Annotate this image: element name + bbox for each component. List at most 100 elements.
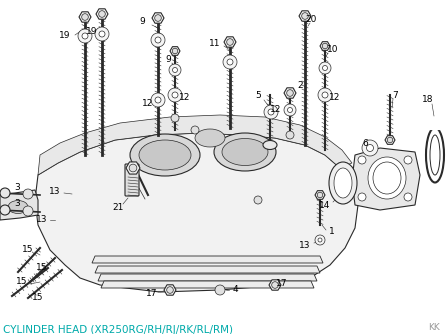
Circle shape — [358, 193, 366, 201]
Circle shape — [301, 13, 308, 19]
Text: 18: 18 — [422, 96, 434, 105]
Ellipse shape — [334, 168, 352, 198]
Text: 9: 9 — [165, 55, 171, 64]
Polygon shape — [269, 280, 281, 290]
Text: 11: 11 — [209, 39, 221, 48]
Polygon shape — [299, 11, 311, 21]
Circle shape — [362, 140, 378, 156]
Polygon shape — [0, 190, 38, 220]
Circle shape — [404, 193, 412, 201]
Text: 9: 9 — [139, 17, 145, 26]
Text: 20: 20 — [306, 15, 317, 24]
Ellipse shape — [8, 200, 28, 213]
Circle shape — [318, 88, 332, 102]
Text: 1: 1 — [329, 227, 335, 236]
Text: 14: 14 — [319, 200, 330, 209]
Circle shape — [358, 156, 366, 164]
Circle shape — [82, 14, 88, 20]
Text: 10: 10 — [327, 45, 339, 54]
FancyBboxPatch shape — [125, 164, 139, 196]
Text: 17: 17 — [146, 289, 158, 298]
Circle shape — [82, 33, 88, 39]
Text: 12: 12 — [179, 94, 191, 103]
Circle shape — [155, 15, 161, 21]
Circle shape — [227, 59, 233, 65]
Circle shape — [168, 88, 182, 102]
Circle shape — [99, 31, 105, 37]
Circle shape — [169, 64, 181, 76]
Ellipse shape — [222, 139, 268, 166]
Circle shape — [288, 108, 293, 113]
Text: 3: 3 — [14, 182, 20, 191]
Ellipse shape — [214, 133, 276, 171]
Circle shape — [387, 137, 393, 143]
Text: 13: 13 — [49, 187, 61, 196]
Text: 7: 7 — [392, 92, 398, 101]
Ellipse shape — [263, 141, 277, 150]
Circle shape — [254, 196, 262, 204]
Text: 12: 12 — [329, 93, 341, 102]
Circle shape — [129, 164, 137, 172]
Text: 5: 5 — [255, 92, 261, 101]
Text: 13: 13 — [36, 215, 48, 224]
Polygon shape — [38, 115, 352, 175]
Text: KK: KK — [428, 324, 440, 333]
Circle shape — [317, 192, 323, 198]
Circle shape — [95, 27, 109, 41]
Text: 15: 15 — [32, 293, 44, 302]
Polygon shape — [92, 256, 323, 263]
Text: 19: 19 — [86, 27, 98, 36]
Circle shape — [223, 55, 237, 69]
Circle shape — [322, 92, 328, 98]
Polygon shape — [98, 274, 317, 281]
Circle shape — [78, 29, 92, 43]
Circle shape — [264, 105, 278, 119]
Circle shape — [367, 145, 373, 152]
Circle shape — [318, 238, 322, 242]
Polygon shape — [95, 266, 320, 273]
Circle shape — [171, 114, 179, 122]
Polygon shape — [96, 9, 108, 19]
Ellipse shape — [329, 162, 357, 204]
Circle shape — [284, 104, 296, 116]
Text: 4: 4 — [232, 286, 238, 295]
Text: 15: 15 — [22, 245, 34, 255]
Circle shape — [319, 62, 331, 74]
Circle shape — [172, 92, 178, 98]
Circle shape — [172, 48, 178, 54]
Circle shape — [167, 287, 173, 293]
Text: 17: 17 — [276, 279, 288, 288]
Polygon shape — [320, 42, 330, 50]
Circle shape — [322, 43, 328, 49]
Polygon shape — [352, 148, 420, 210]
Text: 13: 13 — [299, 240, 311, 249]
Ellipse shape — [368, 157, 406, 199]
Circle shape — [191, 126, 199, 134]
Polygon shape — [79, 12, 91, 22]
Polygon shape — [284, 88, 296, 98]
Circle shape — [0, 188, 10, 198]
Circle shape — [268, 109, 274, 115]
Circle shape — [227, 39, 233, 45]
Ellipse shape — [139, 140, 191, 170]
Ellipse shape — [130, 134, 200, 176]
Circle shape — [155, 97, 161, 103]
Text: 12: 12 — [142, 99, 154, 108]
Text: 2: 2 — [297, 81, 303, 91]
Circle shape — [151, 33, 165, 47]
Polygon shape — [152, 13, 164, 23]
Circle shape — [155, 37, 161, 43]
Polygon shape — [164, 285, 176, 295]
Polygon shape — [35, 133, 358, 292]
Circle shape — [404, 156, 412, 164]
Polygon shape — [170, 47, 180, 55]
Text: 19: 19 — [59, 30, 71, 39]
Text: 15: 15 — [36, 264, 48, 273]
Circle shape — [23, 189, 33, 199]
Circle shape — [23, 206, 33, 216]
Polygon shape — [315, 191, 325, 199]
Circle shape — [173, 67, 178, 72]
Circle shape — [322, 65, 327, 70]
Circle shape — [99, 11, 105, 17]
Circle shape — [215, 285, 225, 295]
